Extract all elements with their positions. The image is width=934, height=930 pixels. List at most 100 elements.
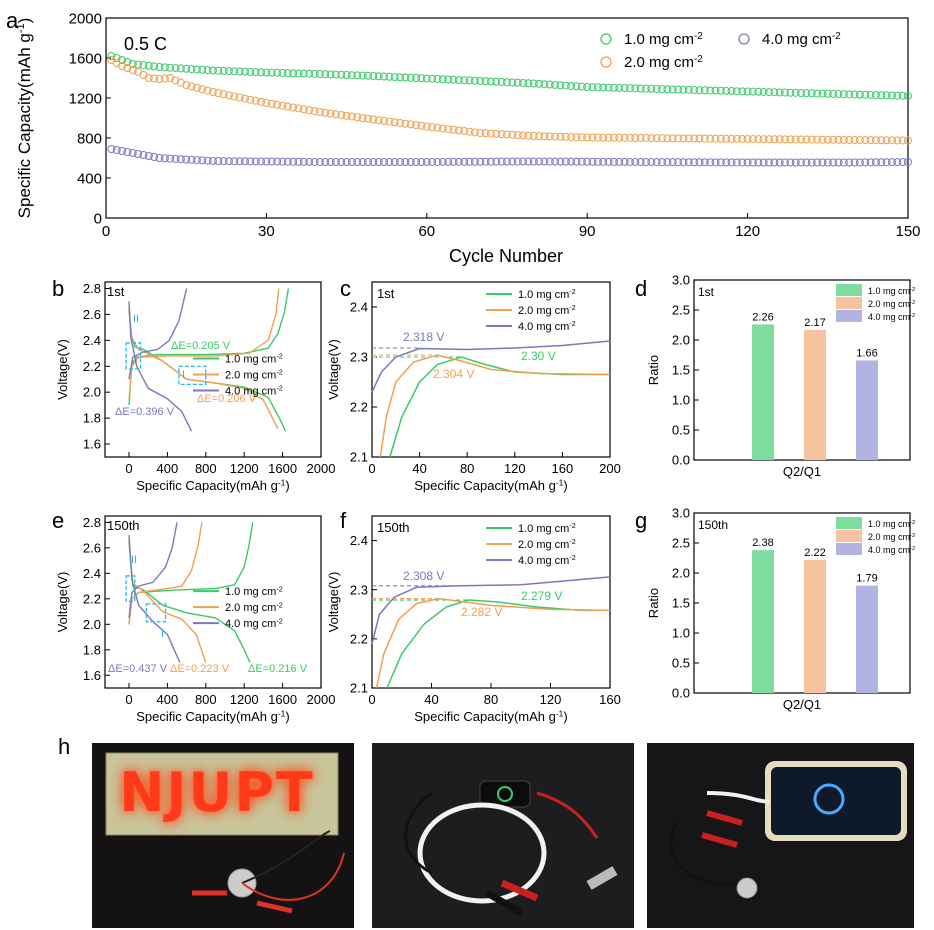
tape (586, 866, 618, 890)
data-point-purple (577, 157, 586, 166)
data-point-orange (786, 135, 795, 144)
data-point-purple (342, 158, 351, 166)
annotation: 2.279 V (521, 589, 562, 603)
data-point-orange (716, 134, 725, 143)
data-point-green (754, 87, 763, 96)
data-point-orange (759, 135, 768, 144)
data-point-orange (417, 121, 426, 130)
data-point-purple (428, 157, 437, 166)
data-point-purple (454, 157, 463, 166)
data-point-purple (797, 158, 806, 167)
data-point-purple (289, 157, 298, 166)
data-point-purple (845, 158, 854, 167)
data-point-purple (583, 157, 592, 166)
data-point-orange (588, 133, 597, 142)
category-label: Q2/Q1 (783, 464, 821, 479)
data-point-green (390, 73, 399, 81)
photo-smartphone (647, 743, 914, 928)
data-point-green (738, 87, 747, 96)
data-point-orange (802, 135, 811, 144)
data-point-purple (748, 158, 757, 167)
data-point-orange (577, 133, 586, 142)
data-point-green (503, 78, 511, 87)
data-point-orange (454, 126, 463, 135)
data-point-green (781, 88, 790, 97)
data-point-purple (711, 158, 720, 167)
data-point-purple (567, 157, 576, 166)
data-point-orange (658, 134, 667, 143)
x-tick-label: 120 (540, 692, 562, 707)
legend-label-3: 4.0 mg cm-2 (225, 385, 283, 398)
chart-title: 150th (698, 518, 728, 532)
x-axis-label: Specific Capacity(mAh g-1) (414, 477, 567, 493)
data-point-orange (492, 129, 501, 138)
panel-f-chart: 0 40 80 120 160 2.1 2.2 2.3 2.4 150th Specific Cap… (326, 515, 621, 724)
data-point-green (347, 71, 356, 80)
data-point-green (241, 67, 250, 76)
data-point-orange (347, 112, 356, 121)
data-point-orange (166, 74, 175, 82)
data-point-purple (417, 158, 426, 166)
data-point-orange (315, 108, 324, 116)
data-point-orange (428, 123, 437, 132)
data-point-orange (861, 136, 870, 145)
data-point-green (829, 89, 838, 98)
data-point-green (385, 72, 394, 81)
data-point-orange (695, 134, 704, 143)
x-tick-label: 80 (460, 461, 474, 476)
x-tick-label: 1600 (268, 461, 297, 476)
annotation: II (131, 554, 137, 566)
data-point-green (636, 84, 645, 93)
data-point-purple (134, 150, 143, 158)
data-point-green (444, 75, 453, 84)
data-point-orange (433, 123, 442, 132)
data-point-orange (401, 119, 410, 128)
data-point-green (807, 89, 816, 98)
data-point-orange (214, 89, 223, 98)
panel-label-h: h (58, 734, 70, 759)
bar-value-label: 2.26 (752, 311, 773, 323)
data-point-orange (251, 96, 260, 105)
data-point-green (567, 81, 576, 90)
data-point-green (363, 71, 372, 80)
data-point-green (294, 69, 303, 78)
y-tick-label: 0.5 (672, 423, 690, 438)
y-tick-label: 400 (77, 170, 102, 187)
data-point-green (492, 77, 501, 86)
x-tick-label: 0 (125, 692, 132, 707)
x-axis-label: Specific Capacity(mAh g-1) (414, 708, 567, 724)
data-point-purple (887, 158, 896, 167)
plot-frame (105, 17, 909, 219)
data-point-orange (374, 116, 383, 125)
data-point-green (583, 83, 592, 91)
data-point-purple (738, 158, 747, 167)
data-point-green (877, 91, 886, 100)
x-tick-label: 800 (195, 692, 217, 707)
data-point-purple (620, 157, 629, 166)
data-point-orange (422, 122, 431, 131)
y-tick-label: 2.0 (83, 617, 101, 632)
data-point-green (604, 83, 613, 92)
data-point-purple (508, 157, 517, 166)
highlight-box (178, 365, 207, 386)
data-point-orange (738, 134, 747, 143)
data-point-green (460, 76, 469, 85)
data-point-orange (818, 135, 827, 144)
legend-label-1: 1.0 mg cm-2 (868, 286, 915, 296)
data-point-purple (176, 155, 185, 164)
data-point-purple (503, 157, 511, 166)
legend-marker (600, 56, 612, 68)
data-point-orange (711, 134, 720, 143)
category-label: Q2/Q1 (783, 697, 821, 712)
data-point-orange (497, 130, 506, 139)
y-tick-label: 1.8 (83, 411, 101, 426)
legend-label-1: 1.0 mg cm-2 (225, 353, 283, 366)
y-tick-label: 2.5 (672, 536, 690, 551)
annotation: ΔE=0.206 V (197, 393, 257, 405)
data-point-purple (572, 157, 581, 166)
data-point-orange (829, 135, 838, 144)
data-point-orange (139, 71, 148, 79)
legend-label-3: 4.0 mg cm-2 (868, 545, 915, 555)
bar-value-label: 2.38 (752, 537, 773, 549)
data-point-purple (198, 156, 207, 165)
